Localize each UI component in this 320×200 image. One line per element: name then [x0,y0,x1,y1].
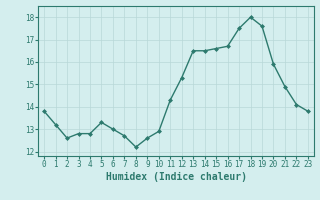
X-axis label: Humidex (Indice chaleur): Humidex (Indice chaleur) [106,172,246,182]
